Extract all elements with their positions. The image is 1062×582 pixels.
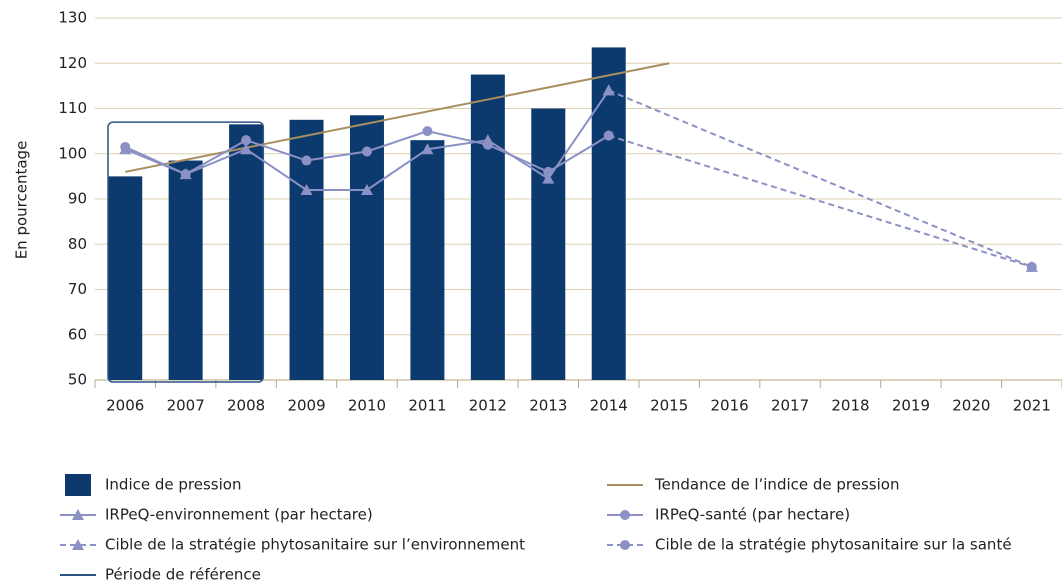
point — [361, 146, 372, 157]
x-tick-label: 2020 — [952, 397, 990, 415]
legend-swatch — [65, 474, 91, 496]
legend-label: IRPeQ-santé (par hectare) — [655, 506, 850, 524]
point — [180, 169, 191, 180]
legend-marker — [72, 509, 84, 520]
legend-label: Tendance de l’indice de pression — [654, 476, 899, 494]
legend-label: Cible de la stratégie phytosanitaire sur… — [105, 536, 525, 554]
x-tick-label: 2021 — [1013, 397, 1051, 415]
y-tick-label: 120 — [58, 54, 87, 72]
point — [360, 183, 373, 195]
point — [301, 155, 312, 166]
line — [608, 89, 1033, 268]
x-tick-label: 2011 — [408, 397, 446, 415]
point — [543, 166, 554, 177]
bar — [470, 74, 505, 380]
y-tick-label: 70 — [68, 280, 87, 298]
x-tick-label: 2015 — [650, 397, 688, 415]
legend-label: Cible de la stratégie phytosanitaire sur… — [655, 536, 1012, 554]
point — [300, 183, 313, 195]
point — [602, 84, 615, 96]
bar — [229, 124, 264, 381]
x-tick-label: 2008 — [227, 397, 265, 415]
point — [241, 135, 252, 146]
x-tick-label: 2006 — [106, 397, 144, 415]
x-tick-label: 2019 — [892, 397, 930, 415]
y-tick-label: 60 — [68, 325, 87, 343]
x-tick-label: 2014 — [590, 397, 628, 415]
legend-label: IRPeQ-environnement (par hectare) — [105, 506, 373, 524]
point — [603, 130, 614, 141]
y-axis-label: En pourcentage — [13, 141, 31, 260]
point — [422, 126, 433, 137]
x-tick-label: 2017 — [771, 397, 809, 415]
point — [482, 139, 493, 150]
point — [120, 141, 131, 152]
point — [240, 143, 253, 155]
y-tick-label: 80 — [68, 235, 87, 253]
reference-box — [107, 121, 265, 383]
point — [421, 143, 434, 155]
legend-label: Période de référence — [105, 566, 261, 582]
bar — [591, 47, 626, 380]
y-tick-label: 50 — [68, 371, 87, 389]
bar — [531, 108, 566, 380]
legend-marker — [620, 510, 630, 520]
x-tick-label: 2010 — [348, 397, 386, 415]
point — [542, 172, 555, 184]
bar — [108, 176, 143, 380]
bar — [349, 115, 384, 380]
x-tick-label: 2012 — [469, 397, 507, 415]
y-tick-label: 130 — [58, 9, 87, 27]
x-tick-label: 2013 — [529, 397, 567, 415]
legend-marker — [620, 540, 630, 550]
bar — [410, 140, 445, 380]
line — [125, 62, 670, 173]
y-tick-label: 110 — [58, 99, 87, 117]
y-tick-label: 90 — [68, 190, 87, 208]
x-tick-label: 2007 — [167, 397, 205, 415]
x-tick-label: 2009 — [287, 397, 325, 415]
x-tick-label: 2018 — [831, 397, 869, 415]
line — [608, 134, 1033, 268]
bar — [168, 160, 203, 380]
y-tick-label: 100 — [58, 144, 87, 162]
legend-label: Indice de pression — [105, 476, 241, 494]
point — [1026, 261, 1037, 272]
x-tick-label: 2016 — [711, 397, 749, 415]
legend-marker — [72, 539, 84, 550]
